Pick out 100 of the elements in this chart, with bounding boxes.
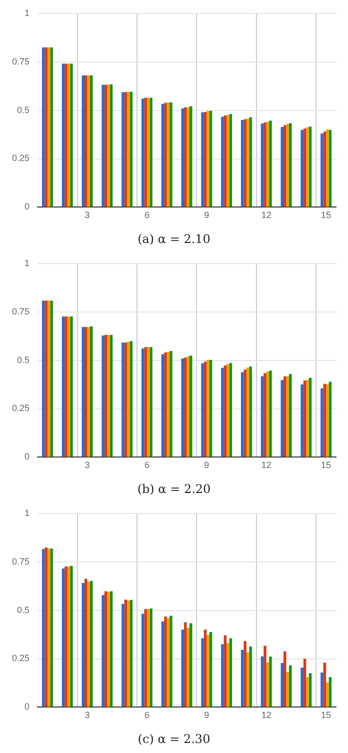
bar: [62, 64, 65, 207]
x-tick-label: 3: [84, 460, 90, 470]
bar: [150, 98, 152, 207]
bar: [286, 672, 289, 707]
x-tick-label: 3: [84, 210, 90, 220]
bar: [82, 326, 85, 457]
bar: [170, 351, 172, 457]
bar: [288, 123, 292, 207]
bar: [42, 300, 45, 457]
bar: [240, 650, 244, 707]
bar: [47, 300, 50, 457]
bar: [150, 347, 152, 457]
bar: [260, 656, 264, 707]
x-tick-label: 12: [261, 710, 272, 720]
bar: [201, 112, 204, 207]
bar: [206, 360, 210, 457]
bar: [181, 358, 184, 457]
bar: [300, 384, 304, 457]
bar: [170, 616, 172, 707]
bar: [181, 108, 184, 207]
bar: [201, 638, 204, 707]
bar: [204, 630, 207, 707]
y-tick-label: 0: [24, 452, 30, 462]
bar: [161, 621, 164, 707]
bar: [224, 116, 227, 207]
bar: [266, 662, 270, 707]
bar: [320, 388, 324, 457]
y-tick-label: 0.75: [12, 556, 30, 566]
bar: [229, 363, 232, 457]
bar: [204, 112, 207, 207]
bar: [102, 594, 104, 707]
bar: [323, 384, 326, 457]
bar: [286, 124, 289, 207]
bar: [146, 347, 150, 457]
bar: [229, 114, 232, 207]
bar: [286, 376, 289, 457]
bar: [164, 616, 167, 707]
bar: [146, 609, 150, 707]
bar: [84, 75, 88, 207]
bar: [50, 548, 53, 707]
bar: [226, 364, 230, 457]
bar: [189, 623, 192, 707]
bar: [47, 47, 50, 207]
bar: [280, 380, 284, 457]
bar: [201, 363, 204, 457]
bar: [269, 370, 272, 457]
bar: [264, 122, 266, 207]
bar: [323, 132, 326, 207]
bar: [42, 47, 45, 207]
bar: [264, 373, 266, 457]
bar: [280, 663, 284, 707]
bar: [189, 356, 192, 457]
bar: [166, 102, 170, 207]
bar: [44, 47, 48, 207]
bar: [87, 582, 90, 707]
bar: [102, 84, 104, 207]
bar: [326, 129, 329, 207]
bar: [64, 566, 68, 707]
bar: [50, 300, 53, 457]
bar: [184, 358, 187, 457]
bar: [260, 376, 264, 457]
bar: [186, 356, 190, 457]
bar: [127, 342, 130, 457]
bar: [306, 380, 309, 457]
y-tick-label: 0.75: [12, 56, 30, 66]
y-tick-label: 0.5: [17, 104, 30, 115]
bar: [280, 126, 284, 207]
bar: [67, 566, 70, 707]
bar: [221, 368, 224, 457]
bar: [181, 630, 184, 707]
bar: [246, 118, 250, 207]
bar: [300, 668, 304, 707]
bar: [209, 632, 212, 707]
y-tick-label: 0: [24, 202, 30, 212]
bar: [244, 119, 246, 207]
bar: [240, 120, 244, 207]
bar: [288, 374, 292, 457]
bar: [166, 618, 170, 707]
y-tick-label: 0.5: [17, 604, 30, 615]
bar: [124, 600, 128, 707]
bar: [82, 582, 85, 707]
bar: [186, 628, 190, 707]
bar: [226, 114, 230, 207]
bar: [164, 352, 167, 457]
bar: [82, 75, 85, 207]
bar: [67, 64, 70, 207]
x-tick-label: 3: [84, 710, 90, 720]
bar: [246, 652, 250, 707]
bar: [90, 580, 93, 707]
bar: [64, 64, 68, 207]
bar: [42, 549, 45, 707]
bar: [320, 672, 324, 707]
bar: [184, 622, 187, 707]
bar: [221, 644, 224, 707]
bar: [161, 354, 164, 457]
bar: [209, 360, 212, 457]
x-tick-label: 9: [204, 210, 210, 220]
bar: [244, 370, 246, 457]
bar: [87, 75, 90, 207]
bar: [107, 84, 110, 207]
